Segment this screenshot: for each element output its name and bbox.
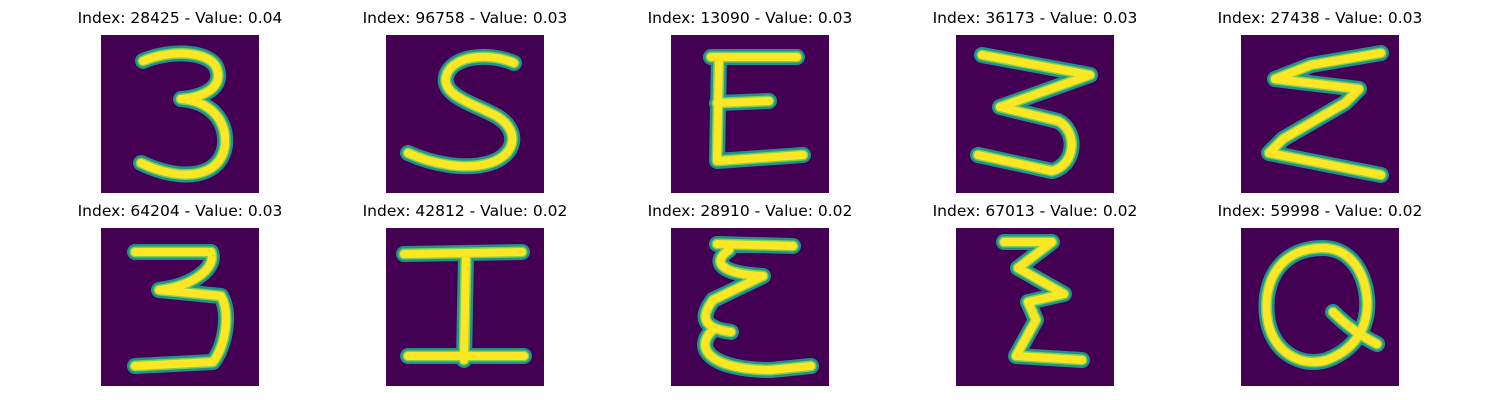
digit-3-image [101, 35, 259, 193]
image-panel: Index: 42812 - Value: 0.02 [315, 202, 615, 392]
panel-title: Index: 28425 - Value: 0.04 [30, 9, 330, 27]
letter-E-image [671, 35, 829, 193]
glyph-canvas [671, 228, 829, 386]
image-panel: Index: 64204 - Value: 0.03 [30, 202, 330, 392]
sigma-zigzag-image [1241, 35, 1399, 193]
panel-title: Index: 96758 - Value: 0.03 [315, 9, 615, 27]
script-Z-image [956, 228, 1114, 386]
panel-title: Index: 64204 - Value: 0.03 [30, 202, 330, 220]
image-panel: Index: 36173 - Value: 0.03 [885, 9, 1185, 199]
glyph-canvas [1241, 35, 1399, 193]
script-E-image [671, 228, 829, 386]
panel-title: Index: 36173 - Value: 0.03 [885, 9, 1185, 27]
digit-3-flat-top-image [101, 228, 259, 386]
letter-S-image [386, 35, 544, 193]
glyph-canvas [386, 35, 544, 193]
image-panel: Index: 67013 - Value: 0.02 [885, 202, 1185, 392]
digit-3-zigzag-image [956, 35, 1114, 193]
glyph-canvas [956, 228, 1114, 386]
glyph-canvas [671, 35, 829, 193]
panel-title: Index: 27438 - Value: 0.03 [1170, 9, 1470, 27]
image-panel: Index: 59998 - Value: 0.02 [1170, 202, 1470, 392]
letter-I-image [386, 228, 544, 386]
glyph-canvas [101, 35, 259, 193]
image-panel: Index: 28910 - Value: 0.02 [600, 202, 900, 392]
glyph-canvas [1241, 228, 1399, 386]
image-panel: Index: 96758 - Value: 0.03 [315, 9, 615, 199]
panel-title: Index: 59998 - Value: 0.02 [1170, 202, 1470, 220]
panel-title: Index: 28910 - Value: 0.02 [600, 202, 900, 220]
panel-title: Index: 67013 - Value: 0.02 [885, 202, 1185, 220]
image-panel: Index: 28425 - Value: 0.04 [30, 9, 330, 199]
image-panel: Index: 27438 - Value: 0.03 [1170, 9, 1470, 199]
panel-title: Index: 42812 - Value: 0.02 [315, 202, 615, 220]
glyph-canvas [956, 35, 1114, 193]
glyph-canvas [101, 228, 259, 386]
image-panel: Index: 13090 - Value: 0.03 [600, 9, 900, 199]
glyph-canvas [386, 228, 544, 386]
panel-title: Index: 13090 - Value: 0.03 [600, 9, 900, 27]
letter-Q-image [1241, 228, 1399, 386]
